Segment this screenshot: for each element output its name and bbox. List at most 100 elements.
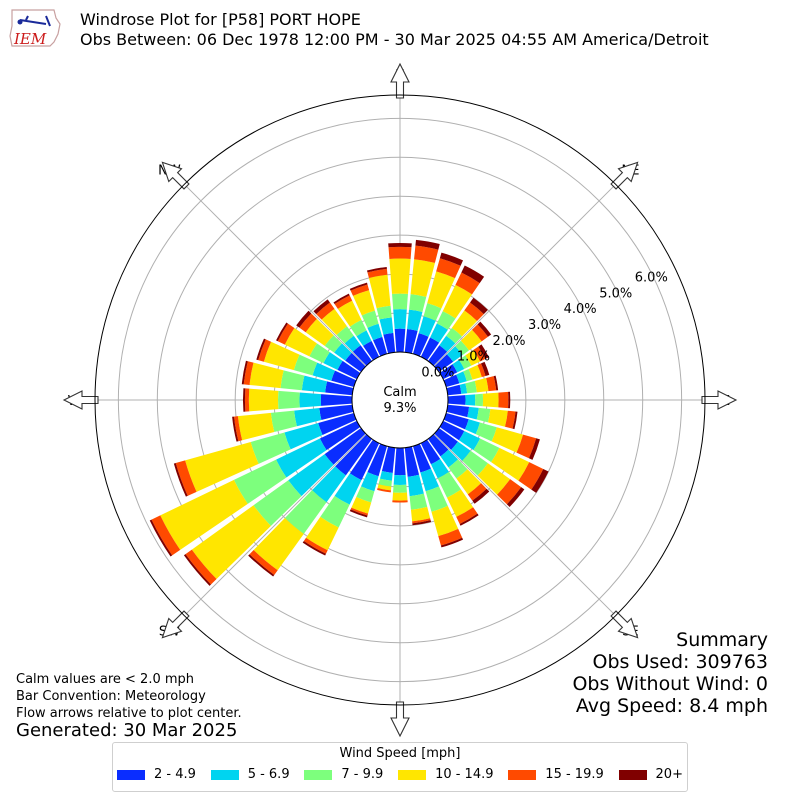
bar-270deg-1 bbox=[320, 394, 353, 406]
bar-180deg-2 bbox=[393, 475, 407, 485]
bar-0deg-3 bbox=[392, 293, 408, 310]
bar-160deg-5 bbox=[438, 528, 463, 546]
bar-310deg-5 bbox=[299, 313, 317, 333]
bar-190deg-4 bbox=[377, 484, 392, 491]
bar-90deg-1 bbox=[447, 395, 466, 405]
bar-280deg-6 bbox=[241, 360, 248, 385]
bar-110deg-1 bbox=[443, 412, 469, 430]
bar-320deg-3 bbox=[336, 326, 354, 344]
bar-210deg-3 bbox=[320, 495, 350, 528]
bar-320deg-1 bbox=[352, 345, 372, 366]
bar-300deg-2 bbox=[323, 352, 343, 370]
bar-220deg-4 bbox=[253, 517, 304, 571]
summary-obs-without-wind: Obs Without Wind: 0 bbox=[572, 673, 768, 695]
bar-20deg-4 bbox=[427, 271, 456, 309]
bar-310deg-4 bbox=[305, 318, 334, 346]
bar-120deg-5 bbox=[518, 462, 544, 490]
bar-230deg-2 bbox=[288, 454, 334, 497]
legend-swatch bbox=[117, 769, 145, 780]
bar-300deg-4 bbox=[284, 327, 317, 357]
bar-290deg-4 bbox=[263, 341, 300, 371]
r-tick-label-4: 4.0% bbox=[564, 302, 597, 317]
bar-0deg-1 bbox=[394, 328, 406, 353]
bar-230deg-4 bbox=[191, 505, 271, 580]
bar-280deg-2 bbox=[301, 375, 328, 393]
bar-0deg-2 bbox=[393, 309, 407, 329]
bar-50deg-4 bbox=[460, 329, 482, 351]
bar-140deg-5 bbox=[467, 483, 487, 501]
bar-160deg-4 bbox=[431, 505, 459, 537]
bar-170deg-4 bbox=[410, 506, 431, 522]
legend-item-6: 20+ bbox=[618, 767, 683, 782]
bar-170deg-3 bbox=[409, 493, 428, 510]
bar-100deg-1 bbox=[446, 404, 470, 418]
bar-120deg-6 bbox=[531, 468, 549, 493]
bar-40deg-5 bbox=[464, 302, 484, 322]
legend-label: 15 - 19.9 bbox=[545, 767, 604, 782]
bar-260deg-4 bbox=[237, 412, 275, 441]
bar-170deg-5 bbox=[412, 518, 431, 524]
bar-30deg-4 bbox=[442, 284, 473, 319]
bar-10deg-6 bbox=[415, 239, 440, 250]
bar-60deg-3 bbox=[458, 355, 472, 370]
bar-220deg-2 bbox=[312, 466, 346, 503]
bar-0deg-6 bbox=[388, 242, 412, 248]
bar-220deg-3 bbox=[284, 490, 327, 534]
bar-80deg-3 bbox=[465, 380, 477, 394]
legend-label: 10 - 14.9 bbox=[435, 767, 494, 782]
bar-20deg-2 bbox=[418, 316, 436, 337]
bar-330deg-6 bbox=[333, 293, 350, 305]
legend-item-3: 7 - 9.9 bbox=[304, 767, 383, 782]
bar-130deg-4 bbox=[477, 463, 511, 495]
flow-arrow-90 bbox=[701, 390, 738, 410]
bar-300deg-3 bbox=[309, 343, 330, 364]
bar-140deg-3 bbox=[448, 459, 468, 479]
bar-340deg-1 bbox=[373, 336, 388, 357]
bar-20deg-6 bbox=[439, 252, 464, 266]
bar-90deg-4 bbox=[482, 392, 499, 408]
bar-290deg-6 bbox=[256, 338, 266, 361]
bar-350deg-2 bbox=[379, 317, 394, 335]
legend: Wind Speed [mph] 2 - 4.9 5 - 6.9 7 - 9.9 10… bbox=[112, 742, 688, 792]
bar-330deg-2 bbox=[356, 330, 372, 346]
bar-80deg-1 bbox=[446, 384, 462, 396]
bar-10deg-3 bbox=[409, 294, 427, 312]
bar-320deg-4 bbox=[321, 308, 347, 335]
summary-obs-used: Obs Used: 309763 bbox=[592, 651, 768, 673]
radial-tick-labels: 0.0%1.0%2.0%3.0%4.0%5.0%6.0% bbox=[421, 270, 667, 380]
legend-title: Wind Speed [mph] bbox=[339, 746, 461, 761]
legend-swatch bbox=[210, 769, 239, 780]
bar-70deg-6 bbox=[481, 361, 490, 376]
legend-item-4: 10 - 14.9 bbox=[398, 767, 494, 782]
bar-210deg-1 bbox=[349, 439, 380, 481]
r-tick-label-6: 6.0% bbox=[635, 270, 668, 285]
bar-60deg-1 bbox=[439, 364, 458, 380]
bar-120deg-4 bbox=[491, 447, 530, 481]
bar-30deg-2 bbox=[430, 323, 448, 343]
bar-130deg-5 bbox=[497, 479, 522, 505]
bar-320deg-2 bbox=[344, 335, 361, 352]
bar-210deg-2 bbox=[334, 473, 362, 505]
bar-70deg-5 bbox=[477, 363, 486, 378]
calm-note: Calm values are < 2.0 mph bbox=[16, 672, 195, 687]
bar-120deg-2 bbox=[458, 430, 481, 451]
bar-340deg-3 bbox=[361, 310, 379, 328]
bar-240deg-5 bbox=[151, 515, 181, 556]
bar-350deg-4 bbox=[368, 274, 391, 309]
bar-180deg-4 bbox=[392, 492, 408, 501]
bar-180deg-5 bbox=[392, 500, 408, 503]
bar-150deg-1 bbox=[420, 439, 441, 465]
bar-40deg-4 bbox=[451, 310, 478, 337]
legend-label: 20+ bbox=[655, 767, 683, 782]
bar-90deg-5 bbox=[498, 391, 509, 409]
r-tick-label-5: 5.0% bbox=[599, 286, 632, 301]
bar-150deg-4 bbox=[446, 489, 474, 517]
bar-310deg-2 bbox=[334, 343, 352, 361]
plot-frame bbox=[94, 94, 706, 706]
bar-140deg-1 bbox=[428, 434, 449, 457]
bar-260deg-5 bbox=[234, 416, 243, 442]
bar-160deg-6 bbox=[440, 537, 464, 548]
bar-280deg-5 bbox=[243, 361, 254, 385]
logo-text: IEM bbox=[13, 30, 47, 48]
bar-160deg-3 bbox=[425, 486, 448, 512]
